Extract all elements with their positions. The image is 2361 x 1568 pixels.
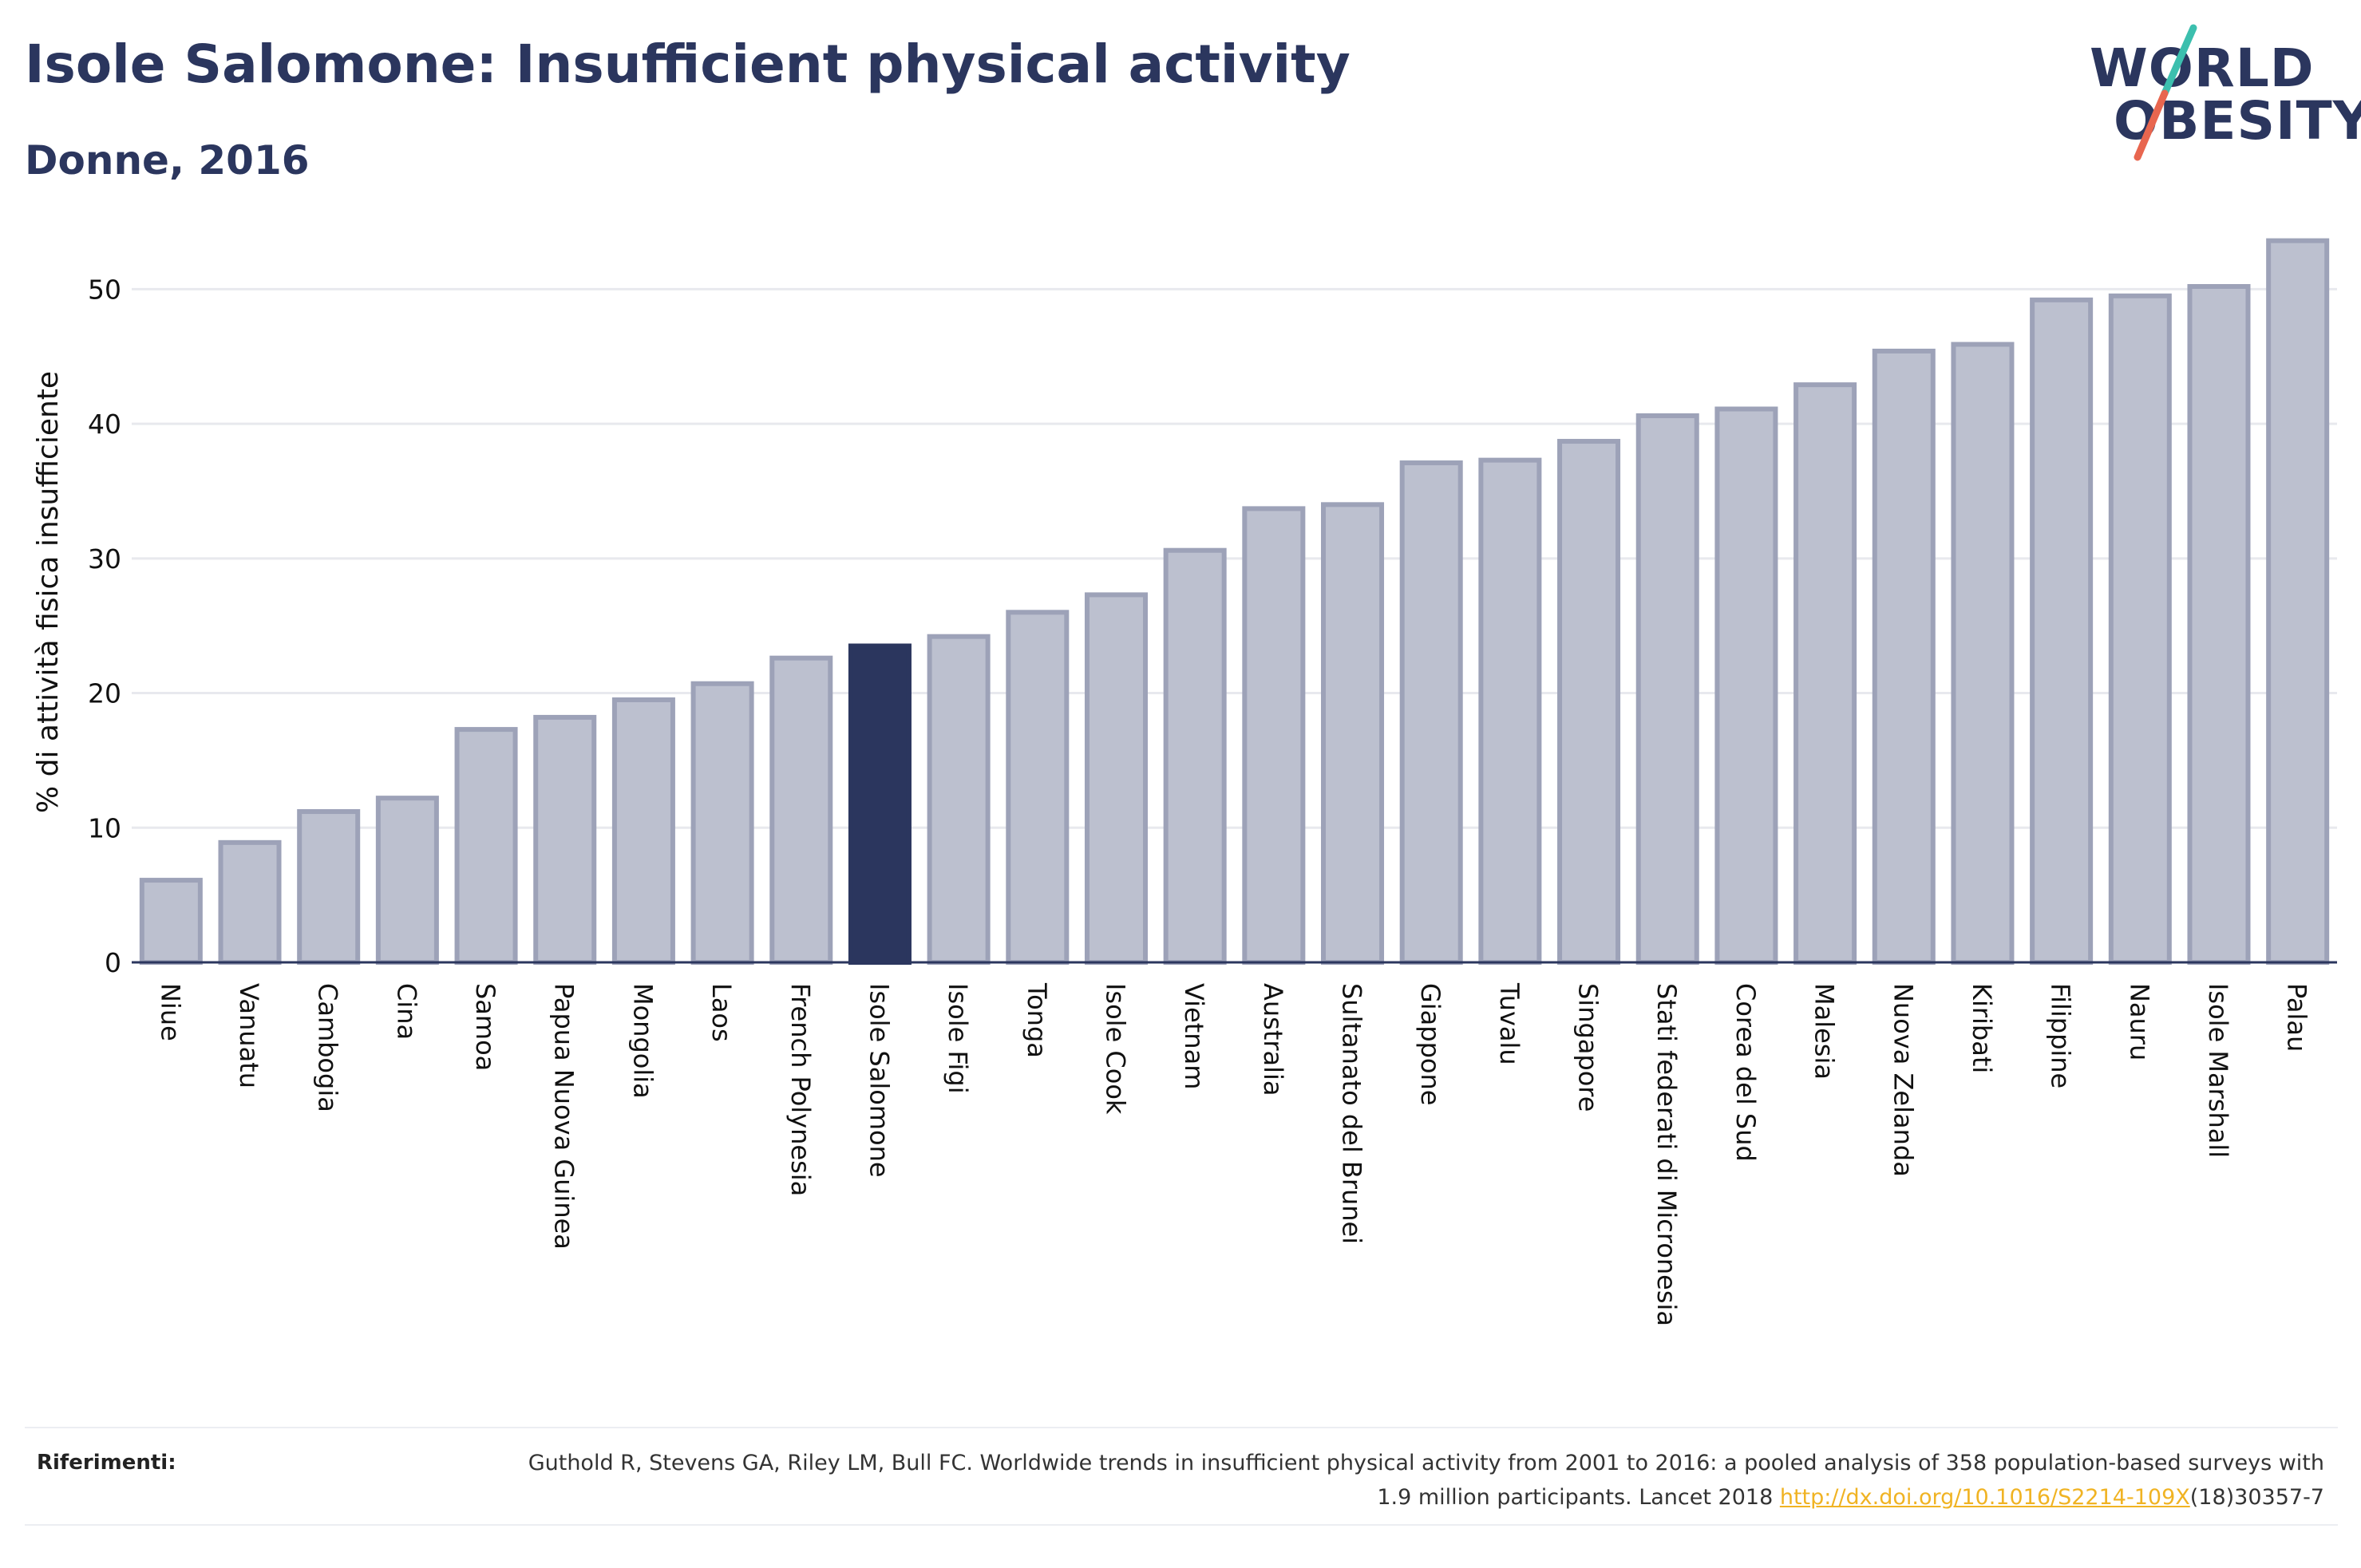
bar-isole-marshall xyxy=(2187,283,2251,966)
doi-link[interactable]: http://dx.doi.org/10.1016/S2214-109X xyxy=(1779,1485,2190,1510)
bar-giappone xyxy=(1399,460,1463,965)
x-tick-label: Nuova Zelanda xyxy=(1888,983,1918,1177)
x-tick-label: Malesia xyxy=(1809,983,1840,1080)
x-tick-label: Sultanato del Brunei xyxy=(1337,983,1367,1244)
bar-laos xyxy=(690,681,754,965)
y-tick-label: 20 xyxy=(88,678,121,709)
logo-word-world: WORLD xyxy=(2090,38,2315,99)
x-tick-label: Vanuatu xyxy=(234,983,264,1088)
y-tick-label: 10 xyxy=(88,812,121,843)
bar-singapore xyxy=(1557,439,1621,965)
bar-isole-cook xyxy=(1084,592,1148,966)
x-tick-label: Australia xyxy=(1258,983,1288,1096)
bar-niue xyxy=(139,878,203,966)
x-tick-label: Isole Marshall xyxy=(2203,983,2233,1158)
y-axis-ticks: 0 10 20 30 40 50 xyxy=(88,274,121,978)
bar-isole-figi xyxy=(927,634,991,965)
chart-subtitle: Donne, 2016 xyxy=(25,137,310,184)
references-label: Riferimenti: xyxy=(37,1451,176,1475)
x-tick-label: French Polynesia xyxy=(785,983,816,1196)
bar-isole-salomone xyxy=(848,643,912,965)
x-tick-label: Filippine xyxy=(2046,983,2076,1088)
y-tick-label: 40 xyxy=(88,409,121,440)
x-tick-label: Samoa xyxy=(470,983,500,1071)
bars xyxy=(139,238,2330,966)
x-tick-label: Isole Figi xyxy=(943,983,973,1094)
x-tick-label: Palau xyxy=(2282,983,2312,1052)
bar-cambogia xyxy=(297,809,361,965)
references-citation-suffix: (18)30357-7 xyxy=(2189,1485,2324,1510)
y-tick-label: 30 xyxy=(88,543,121,575)
bar-tuvalu xyxy=(1478,457,1542,965)
bar-palau xyxy=(2266,238,2330,965)
x-tick-label: Niue xyxy=(155,983,185,1041)
x-tick-label: Giappone xyxy=(1415,983,1445,1105)
bar-papua-nuova-guinea xyxy=(533,714,597,966)
x-tick-label: Singapore xyxy=(1573,983,1604,1112)
x-tick-label: Nauru xyxy=(2124,983,2154,1060)
world-obesity-logo: WORLD OBESITY xyxy=(2075,20,2361,172)
bar-stati-federati-di-micronesia xyxy=(1635,413,1699,965)
x-tick-label: Cambogia xyxy=(313,983,343,1112)
bar-kiribati xyxy=(1951,342,2015,965)
footer-divider-top xyxy=(25,1427,2338,1428)
bar-mongolia xyxy=(611,697,675,965)
references-citation: Guthold R, Stevens GA, Riley LM, Bull FC… xyxy=(528,1451,2324,1510)
bar-cina xyxy=(375,796,439,965)
bar-chart: 0 10 20 30 40 50 Niue Vanuatu Cambogia Cina Samoa… xyxy=(32,238,2337,1326)
bar-samoa xyxy=(454,727,518,965)
bar-french-polynesia xyxy=(769,655,833,966)
references-text: Guthold R, Stevens GA, Riley LM, Bull FC… xyxy=(488,1446,2324,1515)
x-tick-label: Mongolia xyxy=(627,983,658,1099)
bar-australia xyxy=(1242,506,1306,965)
bar-filippine xyxy=(2030,297,2094,965)
x-tick-label: Corea del Sud xyxy=(1730,983,1761,1162)
bar-nauru xyxy=(2108,293,2172,965)
footer-divider-bottom xyxy=(25,1524,2338,1526)
bar-vietnam xyxy=(1163,547,1227,965)
x-tick-label: Isole Cook xyxy=(1100,983,1130,1115)
y-axis-title: % di attività fisica insufficiente xyxy=(32,371,65,813)
x-tick-label: Laos xyxy=(706,983,737,1042)
chart-title: Isole Salomone: Insufficient physical ac… xyxy=(25,34,1351,95)
bar-sultanato-del-brunei xyxy=(1321,502,1385,965)
bar-malesia xyxy=(1793,382,1857,966)
bar-corea-del-sud xyxy=(1714,406,1778,965)
bar-nuova-zelanda xyxy=(1872,348,1936,965)
x-tick-label: Kiribati xyxy=(1967,983,1997,1073)
x-tick-label: Papua Nuova Guinea xyxy=(549,983,579,1250)
x-tick-label: Tuvalu xyxy=(1494,982,1525,1065)
x-tick-label: Vietnam xyxy=(1179,983,1209,1089)
x-axis-labels: Niue Vanuatu Cambogia Cina Samoa Papua Nuova … xyxy=(155,982,2312,1326)
x-tick-label: Cina xyxy=(391,983,421,1040)
bar-tonga xyxy=(1006,610,1070,965)
bar-vanuatu xyxy=(218,839,282,966)
logo-slash-icon xyxy=(2134,24,2197,161)
x-tick-label: Stati federati di Micronesia xyxy=(1651,983,1682,1326)
x-tick-label: Tonga xyxy=(1022,982,1052,1058)
x-tick-label: Isole Salomone xyxy=(864,983,894,1178)
y-tick-label: 50 xyxy=(88,274,121,305)
y-tick-label: 0 xyxy=(105,947,121,978)
